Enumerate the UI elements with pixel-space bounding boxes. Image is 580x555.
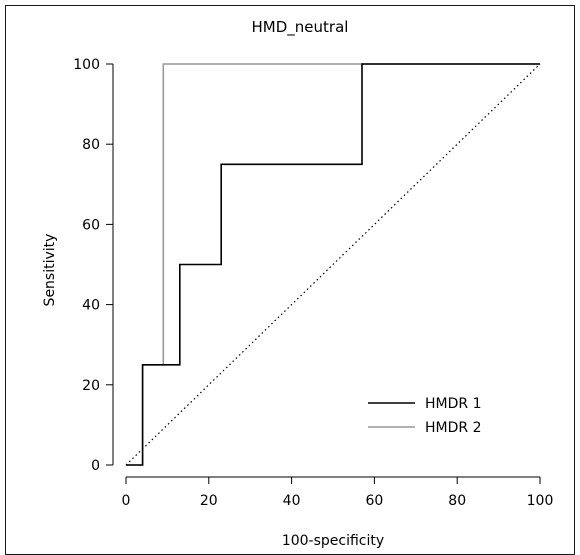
x-tick-label: 100 [527,493,554,509]
y-axis-label: Sensitivity [42,234,58,307]
legend: HMDR 1 HMDR 2 [368,396,481,436]
axes-group: 0 20 40 60 80 100 0 20 40 60 80 100 [73,57,553,509]
x-tick-label: 20 [200,493,218,509]
y-tick-label: 40 [82,298,100,314]
reference-line-group [125,63,541,466]
x-axis-label: 100-specificity [282,533,384,549]
series-line-hmdr-1 [126,63,540,466]
x-tick-label: 40 [283,493,301,509]
legend-label: HMDR 1 [425,396,481,412]
y-tick-label: 100 [73,57,100,73]
x-tick-label: 0 [122,493,131,509]
y-tick-label: 0 [91,458,100,474]
chart-title: HMD_neutral [252,18,349,37]
series-group [126,63,540,466]
y-tick-label: 60 [82,217,100,233]
legend-label: HMDR 2 [425,420,481,436]
x-tick-label: 60 [365,493,383,509]
y-tick-label: 20 [82,378,100,394]
reference-diagonal-line [125,63,541,466]
y-tick-label: 80 [82,137,100,153]
x-tick-label: 80 [448,493,466,509]
